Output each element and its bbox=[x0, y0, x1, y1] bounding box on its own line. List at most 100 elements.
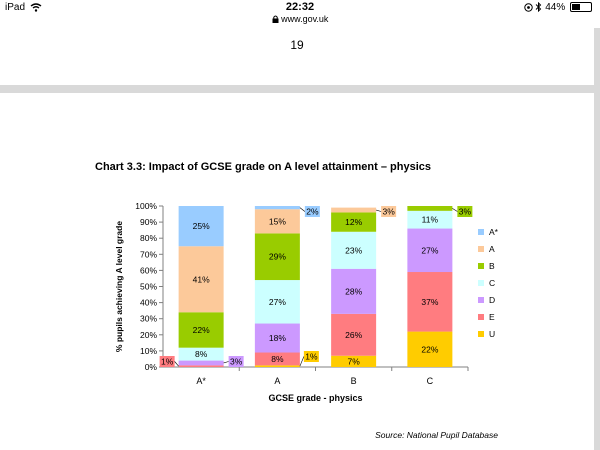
data-label: 8% bbox=[195, 349, 208, 359]
battery-icon bbox=[570, 2, 592, 13]
battery-percent: 44% bbox=[545, 2, 566, 13]
data-label: 1% bbox=[161, 357, 174, 367]
data-label: 26% bbox=[345, 330, 362, 340]
bar-segment bbox=[331, 268, 377, 314]
legend-swatch bbox=[478, 263, 484, 269]
bar-segment bbox=[178, 312, 224, 348]
data-label: 28% bbox=[345, 286, 362, 296]
device-name: iPad bbox=[5, 2, 26, 13]
data-label-box bbox=[228, 356, 244, 367]
data-label-box bbox=[381, 206, 397, 217]
bar-segment bbox=[178, 246, 224, 313]
data-label: 23% bbox=[345, 245, 362, 255]
leader-line bbox=[174, 361, 179, 367]
leader-line bbox=[299, 356, 305, 367]
page-number: 19 bbox=[290, 38, 304, 52]
bar-segment bbox=[254, 206, 300, 210]
legend-swatch bbox=[478, 297, 484, 303]
x-tick-label: A bbox=[274, 376, 280, 386]
legend-swatch bbox=[478, 246, 484, 252]
bar-segment bbox=[407, 331, 453, 367]
legend-label: A* bbox=[489, 227, 499, 237]
clock: 22:32 bbox=[285, 1, 315, 13]
y-tick-label: 20% bbox=[140, 330, 157, 340]
y-tick-label: 30% bbox=[140, 314, 157, 324]
bar-segment bbox=[331, 355, 377, 367]
data-label: 22% bbox=[421, 344, 438, 354]
legend-label: U bbox=[489, 329, 495, 339]
data-label: 3% bbox=[230, 357, 243, 367]
status-right: 44% bbox=[523, 2, 592, 13]
data-label: 12% bbox=[345, 217, 362, 227]
bar-segment bbox=[331, 212, 377, 232]
data-label-box bbox=[457, 206, 473, 217]
data-label-box bbox=[303, 351, 319, 362]
status-bar: iPad 22:32 www.gov.uk 44% bbox=[0, 0, 600, 28]
y-tick-label: 100% bbox=[135, 201, 157, 211]
data-label: 27% bbox=[421, 245, 438, 255]
x-tick-label: A* bbox=[196, 376, 206, 386]
legend-label: A bbox=[489, 244, 495, 254]
data-label: 7% bbox=[347, 356, 360, 366]
data-label: 1% bbox=[305, 352, 318, 362]
data-label: 3% bbox=[382, 207, 395, 217]
y-tick-label: 60% bbox=[140, 265, 157, 275]
data-label: 2% bbox=[306, 207, 319, 217]
bar-segment bbox=[254, 352, 300, 366]
y-tick-label: 10% bbox=[140, 346, 157, 356]
location-icon bbox=[523, 3, 533, 12]
leader-line bbox=[376, 209, 382, 212]
leader-line bbox=[299, 207, 306, 212]
data-label: 41% bbox=[193, 274, 210, 284]
data-label: 18% bbox=[269, 333, 286, 343]
bar-segment bbox=[254, 280, 300, 324]
x-axis-title: GCSE grade - physics bbox=[268, 393, 362, 403]
legend-swatch bbox=[478, 331, 484, 337]
bar-segment bbox=[254, 209, 300, 234]
bar-segment bbox=[178, 365, 224, 367]
bar-segment bbox=[407, 272, 453, 332]
data-label: 3% bbox=[459, 207, 472, 217]
bar-segment bbox=[254, 233, 300, 281]
y-tick-label: 80% bbox=[140, 233, 157, 243]
data-label: 29% bbox=[269, 252, 286, 262]
bar-segment bbox=[407, 206, 453, 211]
lock-icon bbox=[272, 15, 279, 23]
bluetooth-icon bbox=[536, 2, 542, 13]
status-left: iPad bbox=[5, 2, 42, 13]
y-tick-label: 0% bbox=[145, 362, 158, 372]
bar-segment bbox=[331, 207, 377, 213]
y-axis-title: % pupils achieving A level grade bbox=[114, 221, 124, 352]
bar-segment bbox=[178, 347, 224, 361]
bar-segment bbox=[254, 323, 300, 353]
legend-label: C bbox=[489, 278, 495, 288]
bar-segment bbox=[331, 231, 377, 269]
data-label-box bbox=[304, 206, 320, 217]
data-label: 11% bbox=[422, 215, 439, 225]
y-tick-label: 70% bbox=[140, 249, 157, 259]
legend-label: D bbox=[489, 295, 495, 305]
address-bar[interactable]: www.gov.uk bbox=[0, 14, 600, 24]
legend-swatch bbox=[478, 314, 484, 320]
wifi-icon bbox=[30, 3, 42, 12]
data-label: 27% bbox=[269, 297, 286, 307]
battery-level bbox=[572, 4, 580, 11]
stacked-bar-chart: 0% 10% 20% 30% 40% 50% 60% 70% 80% 90% 100% A* 1% 3% 8… bbox=[114, 201, 499, 403]
data-label-box bbox=[159, 356, 175, 367]
x-tick-label: C bbox=[427, 376, 434, 386]
source-note: Source: National Pupil Database bbox=[375, 430, 498, 440]
data-label: 25% bbox=[193, 221, 210, 231]
chart-title: Chart 3.3: Impact of GCSE grade on A lev… bbox=[95, 161, 431, 173]
bar-segment bbox=[407, 228, 453, 273]
url-text[interactable]: www.gov.uk bbox=[281, 14, 329, 24]
data-label: 15% bbox=[269, 216, 286, 226]
x-tick-label: B bbox=[351, 376, 357, 386]
document-page-top: 19 bbox=[0, 28, 594, 85]
bar-segment bbox=[407, 210, 453, 229]
y-tick-label: 90% bbox=[140, 217, 157, 227]
legend-swatch bbox=[478, 280, 484, 286]
legend-swatch bbox=[478, 229, 484, 235]
leader-line bbox=[223, 361, 229, 364]
bar-segment bbox=[178, 206, 224, 247]
legend-label: B bbox=[489, 261, 495, 271]
